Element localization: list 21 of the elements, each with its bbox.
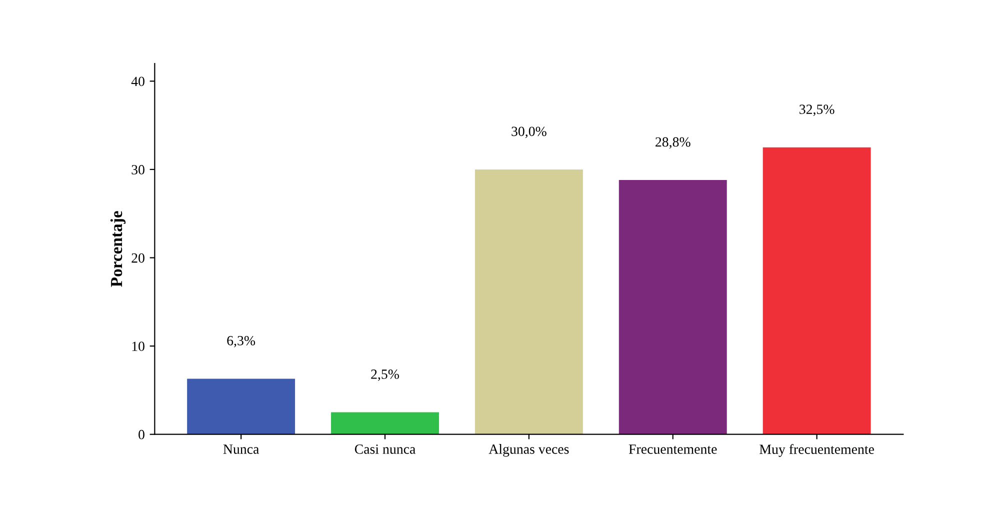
bar bbox=[474, 169, 583, 434]
y-tick-label: 30 bbox=[132, 165, 144, 174]
data-label: 30,0% bbox=[512, 126, 546, 138]
y-axis-title: Porcentaje bbox=[110, 211, 126, 287]
x-tick-label: Algunas veces bbox=[488, 444, 569, 457]
y-tick-label: 20 bbox=[132, 253, 144, 263]
x-tick-label: Casi nunca bbox=[354, 444, 416, 454]
data-label: 2,5% bbox=[371, 370, 399, 381]
x-tick-label: Frecuentemente bbox=[628, 444, 717, 454]
x-tick-label: Nunca bbox=[223, 444, 259, 454]
bar bbox=[187, 378, 296, 434]
data-label: 28,8% bbox=[656, 137, 690, 149]
bar bbox=[331, 412, 439, 434]
data-label: 6,3% bbox=[227, 336, 256, 348]
bar bbox=[618, 180, 727, 434]
y-tick-label: 0 bbox=[138, 430, 144, 440]
data-label: 32,5% bbox=[800, 104, 834, 116]
bar bbox=[762, 147, 871, 434]
y-tick-label: 40 bbox=[131, 76, 144, 86]
x-tick-label: Muy frecuentemente bbox=[760, 444, 874, 457]
y-tick-label: 10 bbox=[132, 342, 144, 351]
